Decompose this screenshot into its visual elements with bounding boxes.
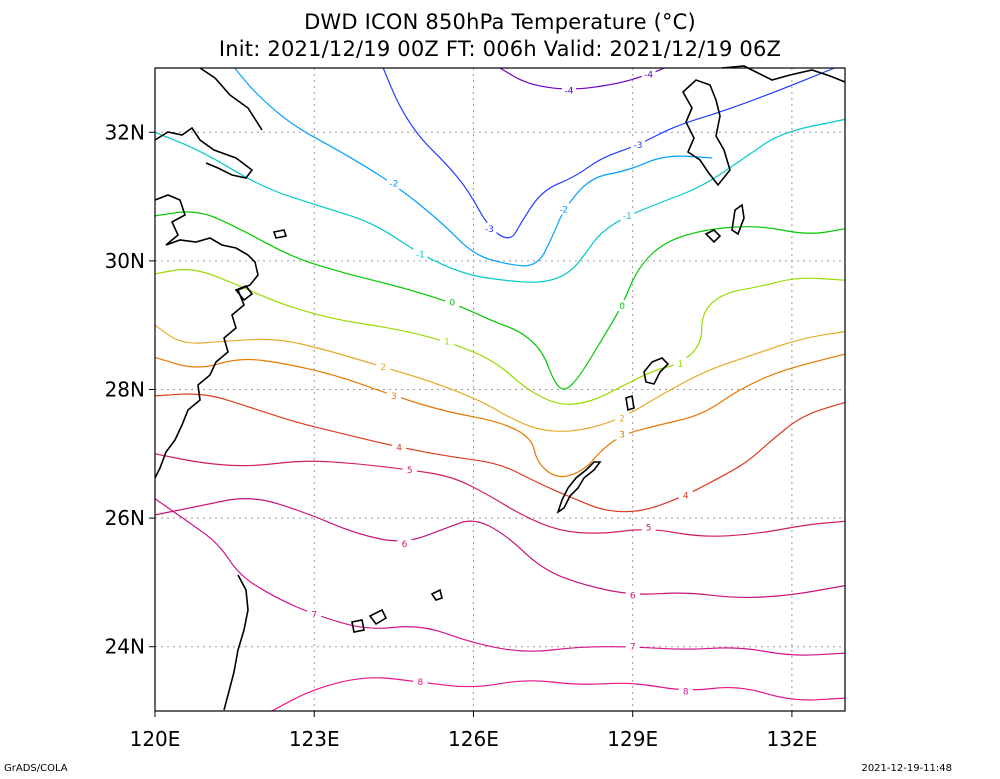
contour-label: 2 xyxy=(619,414,625,424)
contour-label-bg xyxy=(620,209,635,221)
contour-line xyxy=(154,453,846,537)
coastline xyxy=(154,65,846,711)
contour-label: 0 xyxy=(449,299,455,309)
contour-label: -2 xyxy=(559,205,568,215)
contour-line xyxy=(154,393,846,513)
contour-label: 4 xyxy=(683,492,689,502)
x-tick-label: 120E xyxy=(130,727,181,751)
contour-label: 6 xyxy=(402,540,408,550)
contour-label-bg xyxy=(376,360,391,372)
chart-title: DWD ICON 850hPa Temperature (°C) xyxy=(304,10,696,34)
contour-label: 1 xyxy=(678,360,684,370)
contour-label: -2 xyxy=(389,180,398,190)
island-okinawa xyxy=(556,461,602,514)
contour-label-bg xyxy=(439,335,454,347)
contour-label-bg xyxy=(402,463,417,475)
contour-label-bg xyxy=(615,428,630,440)
contour-line xyxy=(154,118,846,283)
contour-label: 1 xyxy=(444,337,450,347)
island-cheju xyxy=(272,229,288,239)
contour-label: 0 xyxy=(619,302,625,312)
contour-label-bg xyxy=(673,357,688,369)
contour-line xyxy=(154,498,846,599)
contour-label-bg xyxy=(413,248,428,260)
contour-label: 8 xyxy=(418,678,424,688)
contour-line xyxy=(382,67,835,239)
x-tick-label: 126E xyxy=(448,727,499,751)
contour-label: -4 xyxy=(644,70,653,80)
x-tick-label: 123E xyxy=(289,727,340,751)
contour-label-bg xyxy=(392,441,407,453)
contour-label: 3 xyxy=(619,431,625,441)
contour-line xyxy=(154,353,846,478)
y-axis: 24N 26N 28N 30N 32N xyxy=(105,120,155,659)
contour-label-bg xyxy=(631,139,645,151)
contour-label: 6 xyxy=(630,591,636,601)
contour-label-bg xyxy=(625,589,640,601)
contour-label-bg xyxy=(562,84,576,96)
contour-label-bg xyxy=(641,68,656,80)
y-tick-label: 24N xyxy=(105,635,145,659)
contour-label-bg xyxy=(445,296,460,308)
x-tick-label: 132E xyxy=(767,727,818,751)
contour-label-bg xyxy=(386,177,401,189)
contour-line xyxy=(154,324,846,432)
contour-label-bg xyxy=(678,685,693,697)
contour-label: 3 xyxy=(391,392,397,402)
coastline-kyushu xyxy=(681,79,731,187)
contour-label: -1 xyxy=(416,250,425,260)
contour-label-bg xyxy=(615,299,630,311)
contour-label: 8 xyxy=(683,688,689,698)
contour-label-bg xyxy=(625,640,640,652)
contour-label: -3 xyxy=(485,225,494,235)
contour-line xyxy=(154,269,846,405)
contour-line xyxy=(154,211,846,390)
x-tick-label: 129E xyxy=(607,727,658,751)
island-amami xyxy=(643,357,670,385)
contour-label-bg xyxy=(307,608,322,620)
island-tokunoshima xyxy=(625,394,635,412)
contour-label: -4 xyxy=(565,87,574,97)
contour-line xyxy=(154,498,846,656)
contour-label: -1 xyxy=(623,212,632,222)
island-ishigaki xyxy=(368,608,388,626)
contour-label: -3 xyxy=(634,141,643,151)
coastline-korea xyxy=(199,67,263,131)
x-axis: 120E 123E 126E 129E 132E xyxy=(130,711,818,751)
contour-label-bg xyxy=(556,203,571,215)
coastline-shikoku xyxy=(721,65,846,83)
island-zhoushan xyxy=(234,285,254,302)
contour-line xyxy=(499,67,665,90)
contour-lines: -4 -4 -3 -3 -2 -2 -1 -1 0 0 1 1 2 2 3 3 4 4 5 5 6 6 7 7 8 8 xyxy=(154,67,846,712)
contour-label-bg xyxy=(413,676,428,688)
contour-line xyxy=(234,67,713,267)
contour-label-bg xyxy=(386,389,401,401)
y-tick-label: 26N xyxy=(105,506,145,530)
island-tanegashima xyxy=(731,203,745,236)
contour-label-bg xyxy=(678,489,693,501)
footer-timestamp: 2021-12-19-11:48 xyxy=(861,763,952,774)
contour-label: 5 xyxy=(407,466,413,476)
contour-label-bg xyxy=(397,537,412,549)
contour-label: 7 xyxy=(311,611,317,621)
contour-label: 4 xyxy=(396,443,402,453)
island-miyako xyxy=(430,588,443,601)
island-iriomote xyxy=(351,619,365,633)
coastline-taiwan xyxy=(223,574,249,711)
contour-label-bg xyxy=(641,521,656,533)
contour-line xyxy=(271,677,846,712)
y-tick-label: 30N xyxy=(105,249,145,273)
y-tick-label: 28N xyxy=(105,378,145,402)
island-yakushima xyxy=(704,229,722,244)
coastline-shanghai xyxy=(154,126,254,179)
contour-label-bg xyxy=(615,412,630,424)
contour-label: 2 xyxy=(380,363,386,373)
chart-subtitle: Init: 2021/12/19 00Z FT: 006h Valid: 202… xyxy=(218,37,782,61)
contour-label: 7 xyxy=(630,643,636,653)
footer-software: GrADS/COLA xyxy=(4,763,68,774)
contour-label: 5 xyxy=(646,524,652,534)
contour-label-bg xyxy=(482,222,497,234)
y-tick-label: 32N xyxy=(105,120,145,144)
